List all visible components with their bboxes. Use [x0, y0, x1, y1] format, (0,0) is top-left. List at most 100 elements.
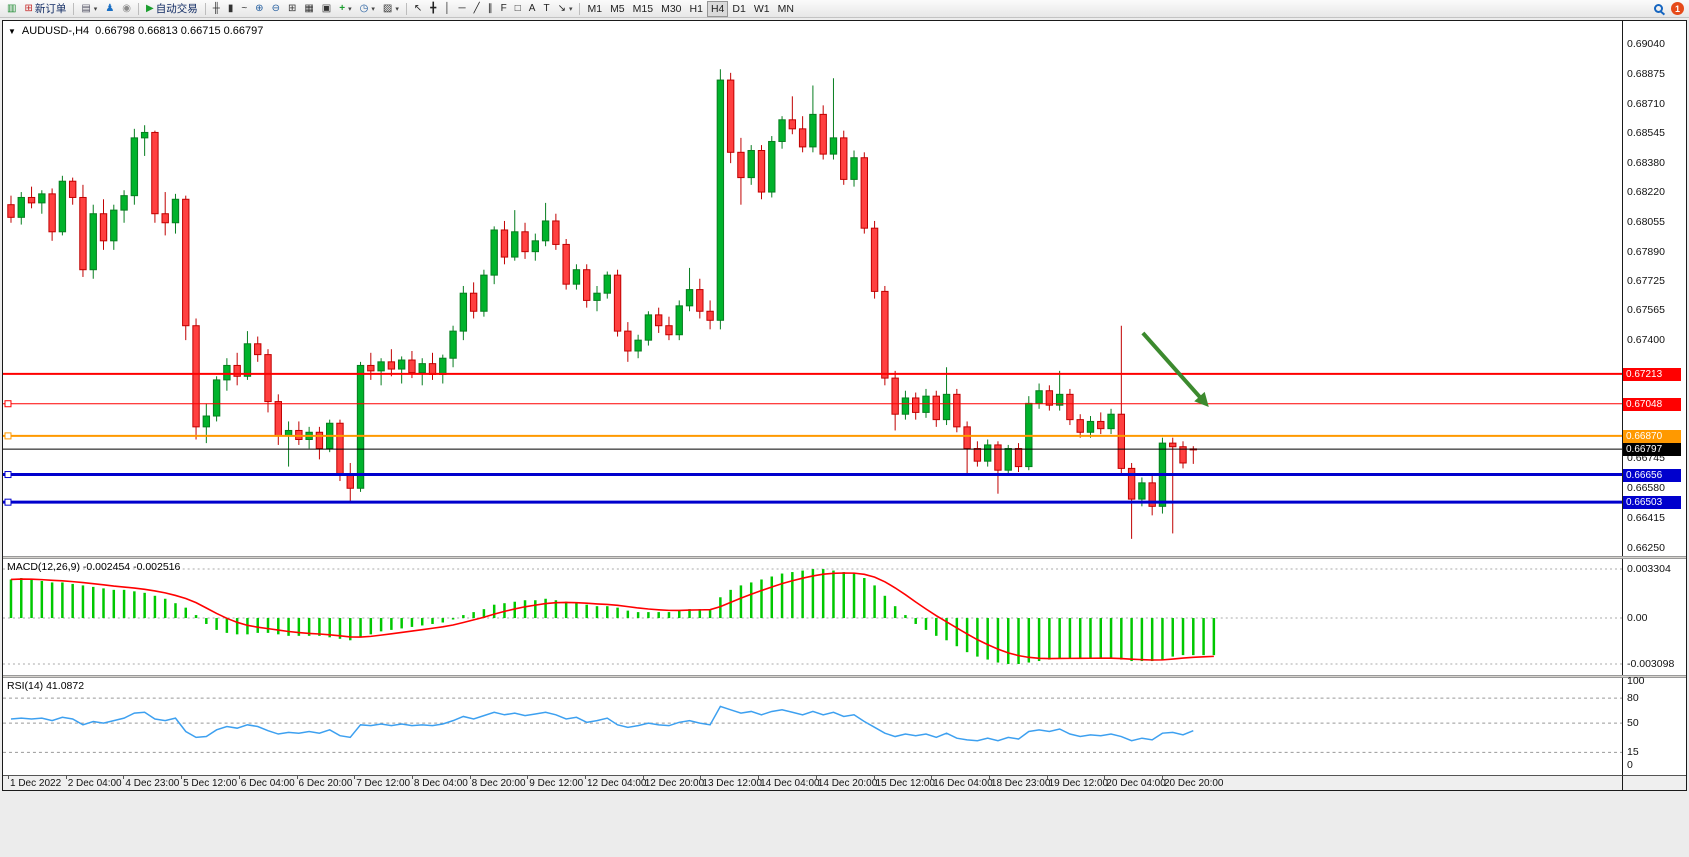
timeframe-w1-button[interactable]: W1	[750, 1, 774, 17]
channel-icon: ∥	[487, 2, 493, 14]
timeframe-mn-button[interactable]: MN	[774, 1, 798, 17]
shapes-button[interactable]: □	[511, 1, 525, 17]
time-label: 18 Dec 23:00	[990, 778, 1051, 789]
timeframe-h1-button[interactable]: H1	[686, 1, 707, 17]
price-tick: 0.68545	[1627, 127, 1665, 140]
ohlc-bars-button[interactable]: ╫	[209, 1, 224, 17]
pane-splitter-2[interactable]	[3, 675, 1686, 678]
time-label: 12 Dec 04:00	[587, 778, 647, 789]
time-tick	[988, 776, 990, 779]
cascade-icon: ▣	[321, 2, 332, 14]
macd-svg[interactable]	[3, 559, 1622, 675]
dropdown-arrow-icon: ▾	[395, 5, 399, 13]
charts-grid-button[interactable]: ▤ ▾	[77, 1, 101, 17]
time-tick	[931, 776, 933, 779]
dropdown-arrow-icon: ▾	[568, 5, 573, 13]
macd-tick: 0.003304	[1627, 563, 1671, 576]
price-line-badge[interactable]: 0.67213	[1623, 367, 1681, 381]
horizontal-line-button[interactable]: ─	[455, 1, 470, 17]
candlestick-button[interactable]: ▮	[224, 1, 238, 17]
time-label: 14 Dec 20:00	[817, 778, 878, 789]
timeframe-m15-button-label: M15	[632, 2, 654, 15]
crosshair-button[interactable]: ╋	[426, 1, 440, 17]
price-line-badge[interactable]: 0.66503	[1623, 496, 1681, 510]
price-line-badge[interactable]: 0.66870	[1623, 429, 1681, 443]
timeframe-h4-button-label: H4	[710, 2, 725, 15]
time-label: 6 Dec 04:00	[240, 778, 295, 789]
price-tick: 0.67565	[1627, 304, 1665, 317]
toolbar-separator	[138, 2, 140, 15]
macd-tick: 0.00	[1627, 612, 1648, 625]
pane-splitter[interactable]	[3, 556, 1686, 559]
price-pane[interactable]: ▼ AUDUSD-,H4 0.66798 0.66813 0.66715 0.6…	[3, 21, 1622, 556]
signal-button[interactable]: ◉	[118, 1, 135, 17]
price-tick: 0.66415	[1627, 512, 1665, 525]
symbol-dropdown-icon[interactable]: ▼	[8, 26, 16, 36]
new-chart-button[interactable]: ▥	[3, 1, 20, 17]
macd-label: MACD(12,26,9) -0.002454 -0.002516	[7, 561, 181, 573]
down-arrow-annotation	[1141, 331, 1204, 401]
search-icon[interactable]	[1654, 4, 1663, 13]
channel-button[interactable]: ∥	[484, 1, 497, 17]
tile-windows-button[interactable]: ⊞	[284, 1, 300, 17]
price-line-badge[interactable]: 0.67048	[1623, 397, 1681, 411]
rsi-label: RSI(14) 41.0872	[7, 680, 85, 692]
text-button[interactable]: A	[525, 1, 540, 17]
macd-pane[interactable]: MACD(12,26,9) -0.002454 -0.002516	[3, 559, 1622, 675]
zoom-in-button[interactable]: ⊕	[251, 1, 267, 17]
price-tick: 0.69040	[1627, 37, 1665, 50]
time-tick	[642, 776, 644, 779]
fibonacci-icon: F	[500, 2, 507, 14]
auto-trading-button[interactable]: ▶ 自动交易	[142, 1, 202, 17]
market-watch-button[interactable]: ♟	[101, 1, 118, 17]
chart-window: ▼ AUDUSD-,H4 0.66798 0.66813 0.66715 0.6…	[2, 20, 1687, 791]
line-chart-button[interactable]: ~	[237, 1, 251, 17]
arrange-windows-button[interactable]: ▦	[300, 1, 317, 17]
time-label: 13 Dec 12:00	[702, 778, 762, 789]
fibonacci-button[interactable]: F	[497, 1, 511, 17]
rsi-tick: 100	[1627, 675, 1645, 688]
rsi-axis: 100 80 50 15 0	[1622, 675, 1686, 775]
time-tick	[238, 776, 240, 779]
periods-button[interactable]: ◷ ▾	[356, 1, 379, 17]
zoom-out-button[interactable]: ⊖	[268, 1, 284, 17]
notification-badge[interactable]: 1	[1671, 2, 1684, 15]
price-line-badge[interactable]: 0.66797	[1623, 443, 1681, 457]
indicators-button[interactable]: + ▾	[335, 1, 355, 17]
arrange-icon: ▦	[304, 2, 314, 14]
time-label: 2 Dec 04:00	[67, 778, 122, 789]
price-chart-svg[interactable]	[3, 21, 1622, 556]
tile-windows-icon: ⊞	[287, 2, 297, 14]
timeframe-m15-button[interactable]: M15	[629, 1, 657, 17]
cascade-windows-button[interactable]: ▣	[318, 1, 335, 17]
rsi-pane[interactable]: RSI(14) 41.0872	[3, 678, 1622, 775]
rsi-svg[interactable]	[3, 678, 1622, 775]
templates-button[interactable]: ▨ ▾	[379, 1, 403, 17]
arrows-button[interactable]: ↘ ▾	[554, 1, 577, 17]
time-tick	[527, 776, 529, 779]
timeframe-h4-button[interactable]: H4	[706, 0, 729, 17]
time-axis[interactable]: 1 Dec 2022 2 Dec 04:00 4 Dec 23:00 5 Dec 12…	[3, 775, 1622, 790]
new-order-button[interactable]: ⊞ 新订单	[20, 1, 70, 17]
windows-icon: ▤	[81, 2, 91, 14]
shapes-icon: □	[514, 2, 521, 14]
price-axis[interactable]: 0.69040 0.68875 0.68710 0.68545 0.68380 0.682…	[1622, 21, 1686, 556]
time-label: 7 Dec 12:00	[356, 778, 411, 789]
time-label: 6 Dec 20:00	[298, 778, 353, 789]
price-line-badge[interactable]: 0.66656	[1623, 468, 1681, 482]
dropdown-arrow-icon: ▾	[93, 5, 98, 13]
timeframe-m30-button[interactable]: M30	[657, 1, 685, 17]
label-button[interactable]: T	[539, 1, 553, 17]
play-icon: ▶	[146, 2, 154, 14]
timeframe-mn-button-label: MN	[777, 2, 794, 15]
price-tick: 0.68220	[1627, 186, 1665, 199]
timeframe-d1-button[interactable]: D1	[728, 1, 749, 17]
cursor-button[interactable]: ↖	[410, 1, 426, 17]
timeframe-m5-button[interactable]: M5	[606, 1, 629, 17]
timeframe-m1-button[interactable]: M1	[583, 1, 606, 17]
trendline-button[interactable]: ╱	[470, 1, 484, 17]
time-tick	[815, 776, 817, 779]
arrow-object-icon: ↘	[557, 2, 566, 14]
time-tick	[1046, 776, 1048, 779]
vertical-line-button[interactable]: │	[440, 1, 454, 17]
